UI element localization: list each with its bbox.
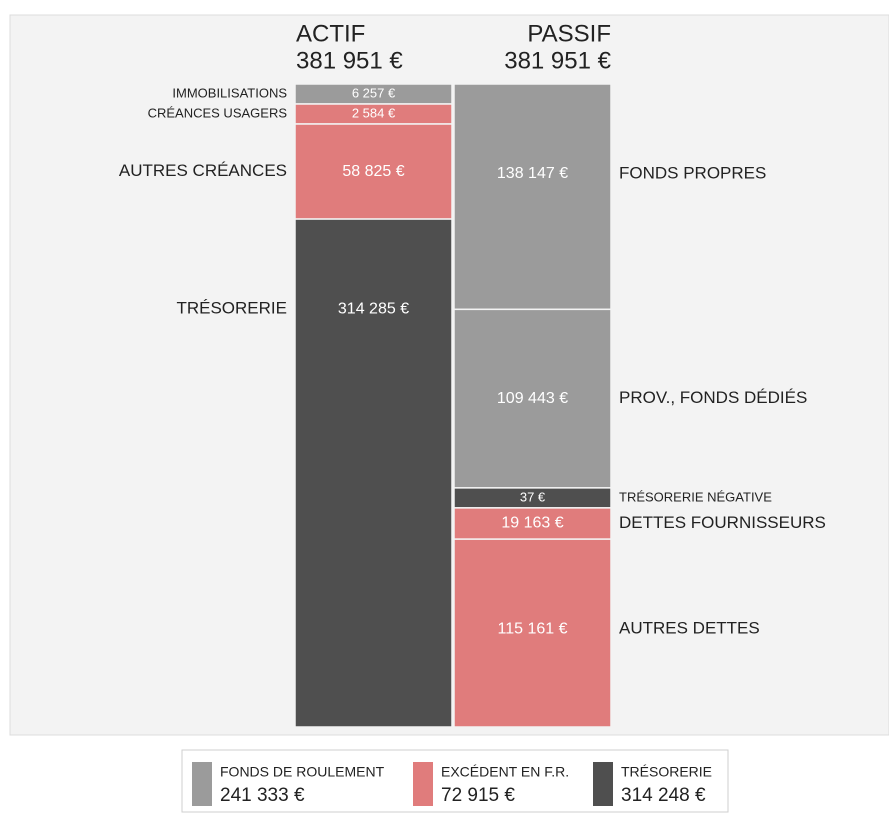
value-label: 6 257 € [352,85,396,100]
segment-label: AUTRES CRÉANCES [119,161,287,180]
segment [453,83,612,311]
legend-name: EXCÉDENT EN F.R. [441,764,569,780]
legend-value: 241 333 € [220,785,305,806]
segment-label: FONDS PROPRES [619,163,766,182]
column-title: PASSIF [527,20,611,47]
segment-label: AUTRES DETTES [619,619,760,638]
legend-swatch [413,762,433,806]
value-label: 19 163 € [501,515,563,532]
segment-label: TRÉSORERIE NÉGATIVE [619,489,772,504]
value-label: 2 584 € [352,105,396,120]
segment [294,218,453,728]
segment-label: IMMOBILISATIONS [172,85,287,100]
value-label: 138 147 € [497,165,568,182]
legend-name: TRÉSORERIE [621,764,712,780]
column-title: ACTIF [296,20,365,47]
segment-label: PROV., FONDS DÉDIÉS [619,388,807,407]
legend-swatch [192,762,212,806]
column-total: 381 951 € [504,47,611,74]
value-label: 109 443 € [497,390,568,407]
value-label: 58 825 € [342,163,404,180]
legend-name: FONDS DE ROULEMENT [220,764,385,780]
legend-box [181,749,729,813]
segment-label: CRÉANCES USAGERS [148,105,288,120]
segment-label: TRÉSORERIE [176,299,287,318]
segment [294,123,453,220]
value-label: 314 285 € [338,300,409,317]
segment [453,538,612,728]
legend-value: 72 915 € [441,785,515,806]
value-label: 115 161 € [498,620,568,637]
segment-label: DETTES FOURNISSEURS [619,513,826,532]
column-total: 381 951 € [296,47,403,74]
legend-value: 314 248 € [621,785,706,806]
legend-swatch [593,762,613,806]
value-label: 37 € [520,489,546,504]
